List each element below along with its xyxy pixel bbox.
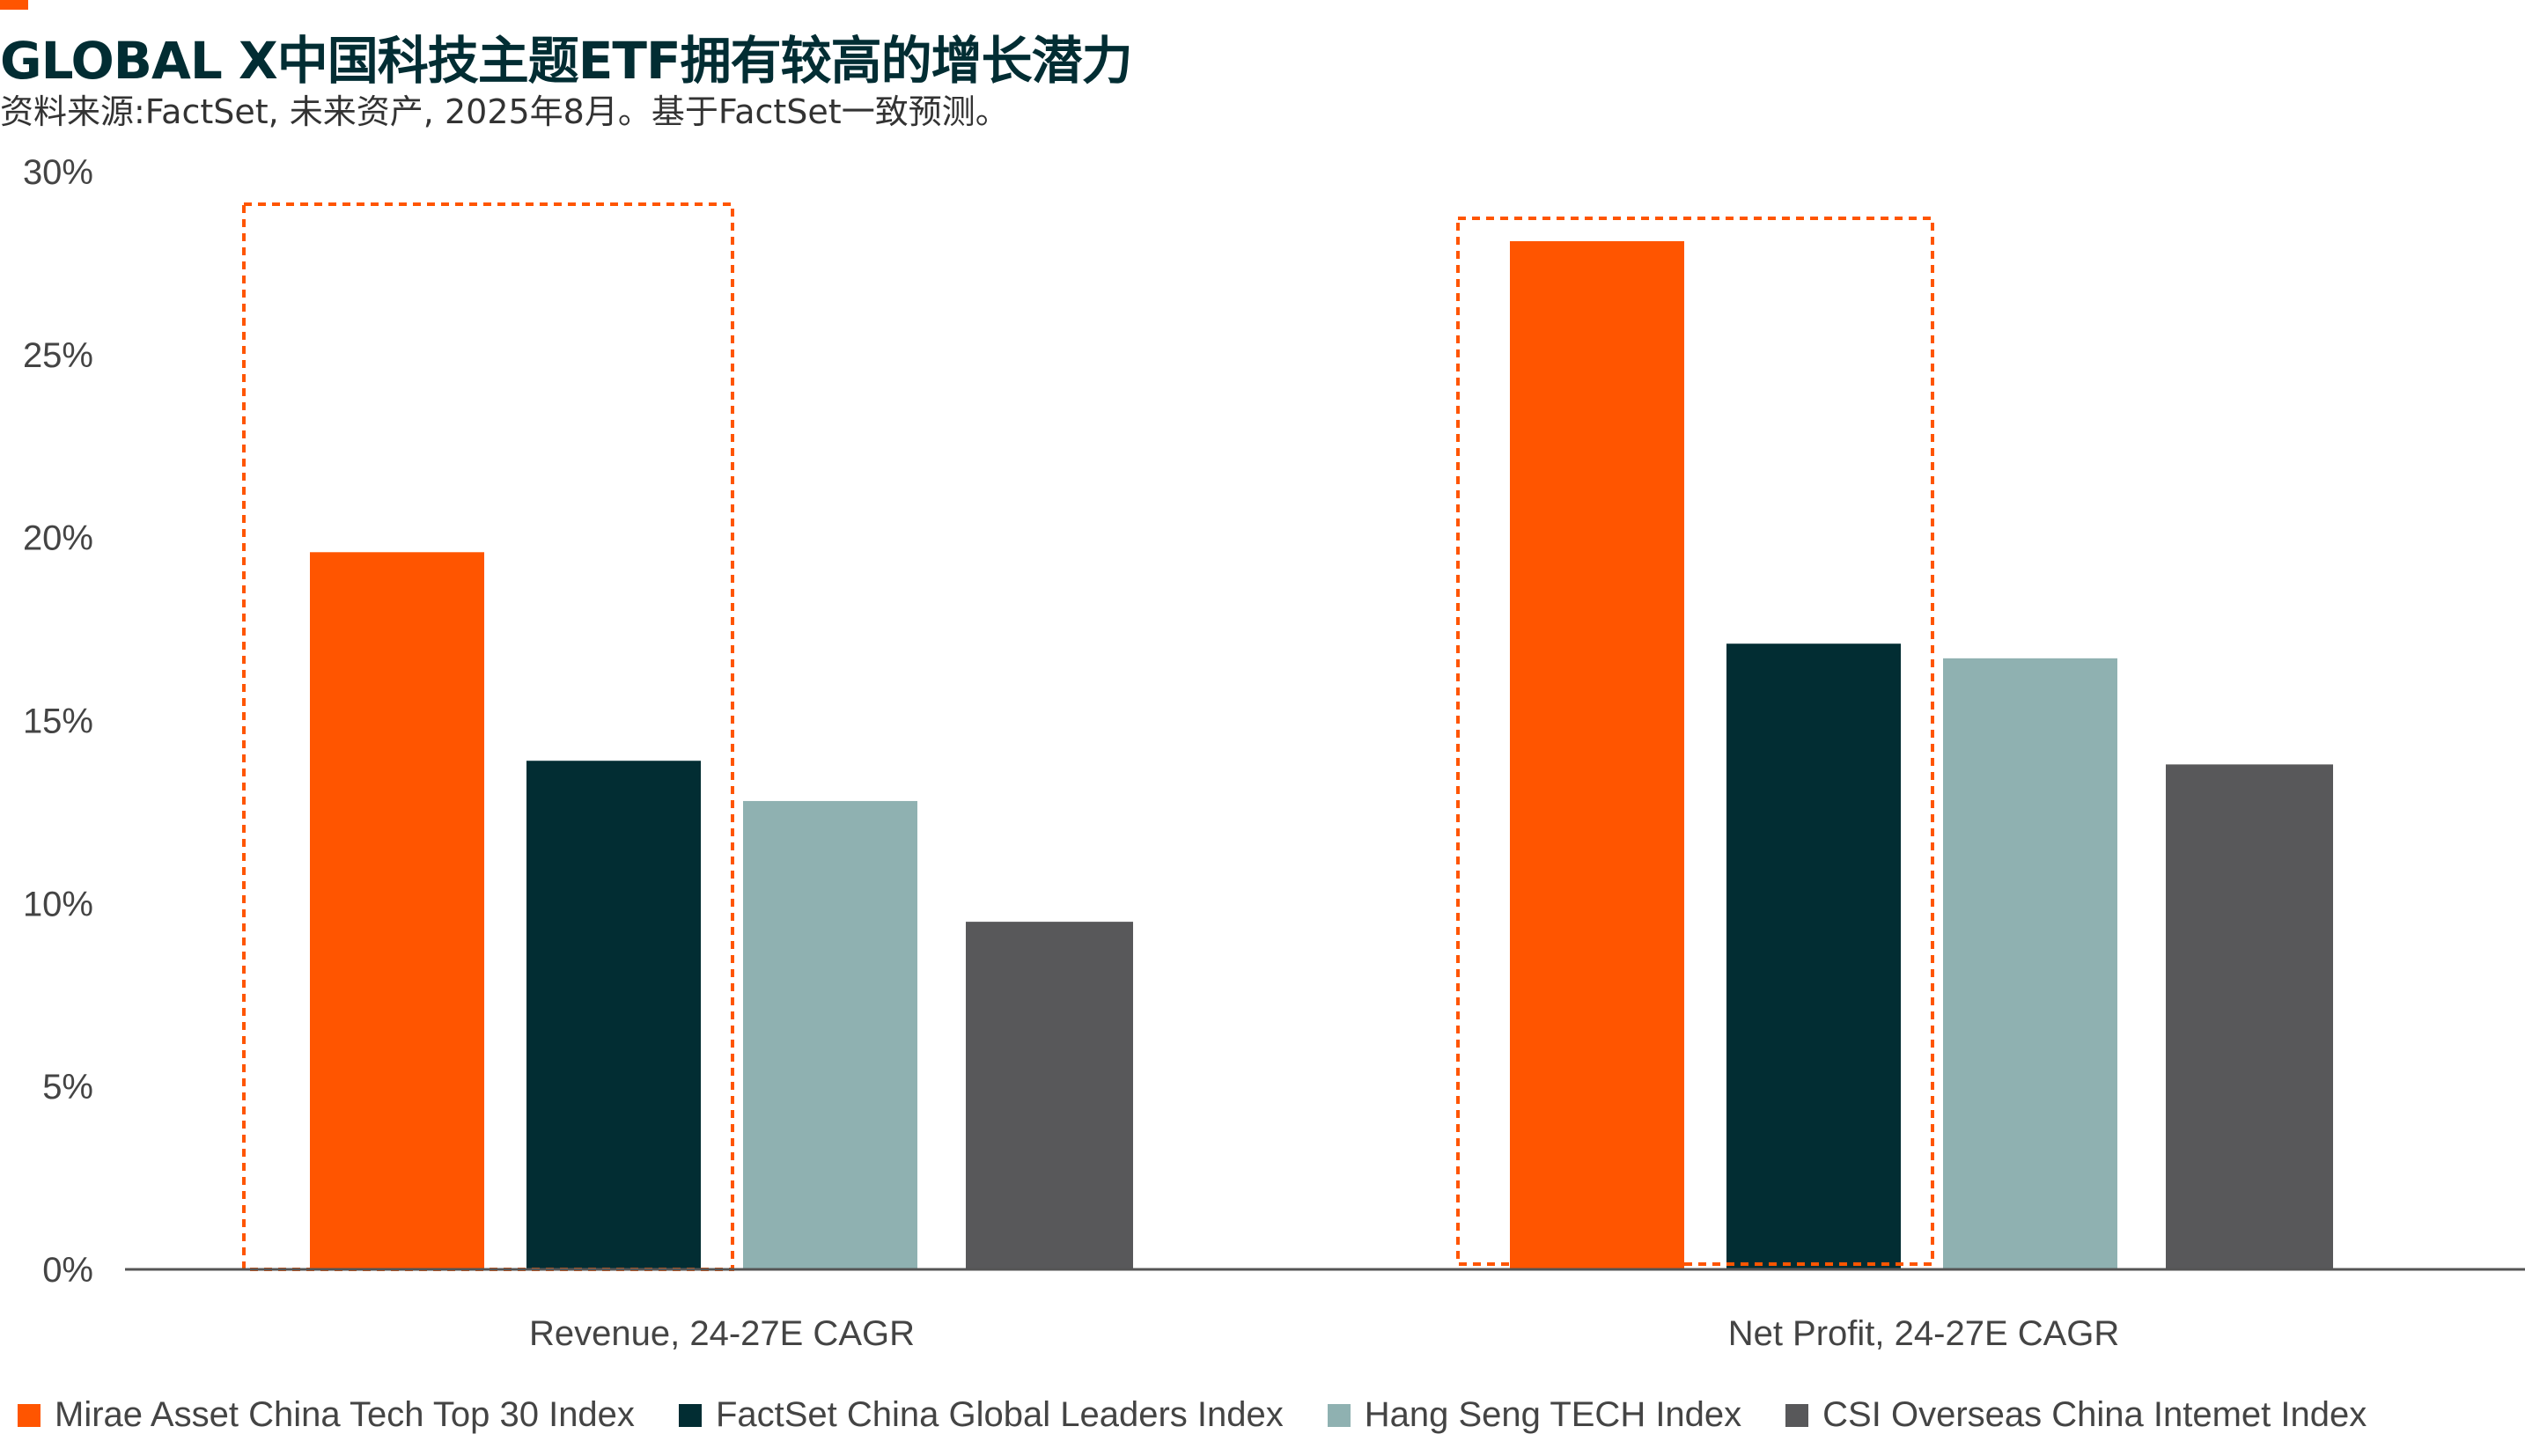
y-tick-label: 30% [23, 153, 93, 192]
bar-series-2-cat-2 [1726, 643, 1901, 1269]
category-label: Net Profit, 24-27E CAGR [1728, 1314, 2120, 1353]
bar-series-1-cat-2 [1510, 240, 1684, 1269]
legend-label: FactSet China Global Leaders Index [715, 1395, 1284, 1434]
highlight-box-1 [242, 202, 734, 1271]
y-tick-label: 5% [42, 1068, 93, 1107]
y-tick-label: 15% [23, 702, 93, 741]
chart-title: GLOBAL X中国科技主题ETF拥有较高的增长潜力 [0, 31, 1133, 91]
legend-swatch [1327, 1403, 1351, 1427]
y-axis: 0% 5% 10% 15% 20% 25% 30% [23, 153, 93, 1290]
category-label: Revenue, 24-27E CAGR [529, 1314, 915, 1353]
bar-series-4-cat-1 [966, 922, 1133, 1269]
bars-group [310, 240, 2333, 1269]
bar-series-4-cat-2 [2166, 764, 2333, 1269]
legend-swatch [18, 1403, 40, 1427]
legend-item: CSI Overseas China Intemet Index [1785, 1395, 2367, 1435]
legend-swatch [1785, 1403, 1809, 1427]
bar-chart: 0% 5% 10% 15% 20% 25% 30% Revenue, 24-27E CAGR… [23, 153, 2525, 1353]
chart-subtitle: 资料来源:FactSet, 未来资产, 2025年8月。基于FactSet一致预… [0, 92, 1009, 131]
bar-series-1-cat-1 [310, 552, 484, 1269]
bar-series-2-cat-1 [526, 761, 701, 1269]
y-tick-label: 10% [23, 885, 93, 923]
legend: Mirae Asset China Tech Top 30 Index FactS… [18, 1395, 2411, 1435]
bar-series-3-cat-1 [743, 800, 917, 1269]
y-tick-label: 0% [42, 1251, 93, 1290]
bar-series-3-cat-2 [1943, 658, 2117, 1269]
category-labels: Revenue, 24-27E CAGR Net Profit, 24-27E C… [529, 1314, 2119, 1353]
y-tick-label: 25% [23, 336, 93, 375]
legend-label: Hang Seng TECH Index [1364, 1395, 1742, 1434]
legend-swatch [678, 1403, 702, 1427]
y-tick-label: 20% [23, 519, 93, 558]
legend-item: Hang Seng TECH Index [1327, 1395, 1742, 1435]
legend-label: Mirae Asset China Tech Top 30 Index [55, 1395, 635, 1434]
highlight-boxes [242, 202, 1934, 1271]
legend-label: CSI Overseas China Intemet Index [1822, 1395, 2367, 1434]
legend-item: Mirae Asset China Tech Top 30 Index [18, 1395, 635, 1435]
accent-bar [0, 0, 28, 10]
legend-item: FactSet China Global Leaders Index [678, 1395, 1284, 1435]
